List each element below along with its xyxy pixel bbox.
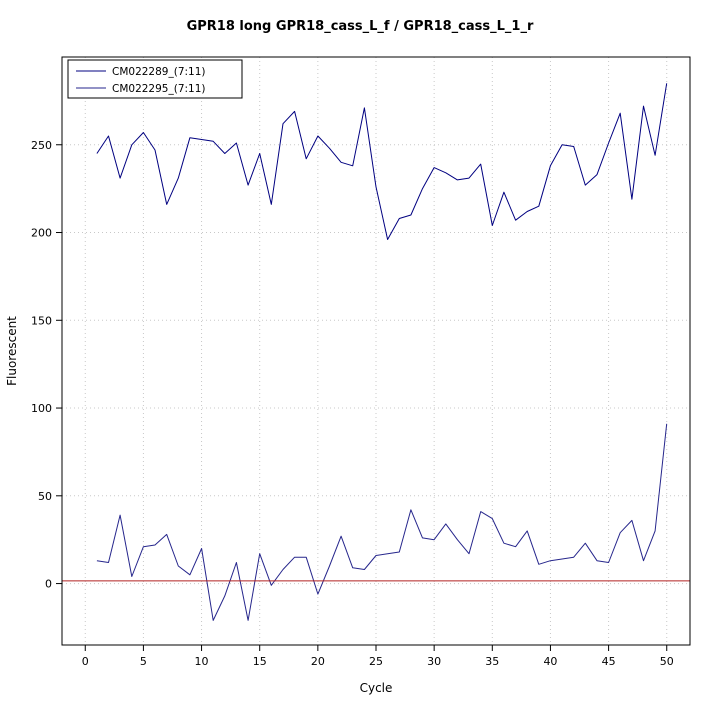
y-tick-label: 200 [31, 227, 52, 240]
x-tick-label: 10 [195, 655, 209, 668]
legend: CM022289_(7:11) CM022295_(7:11) [67, 59, 243, 99]
legend-box [67, 59, 243, 99]
x-tick-label: 5 [140, 655, 147, 668]
x-tick-label: 50 [660, 655, 674, 668]
series-line-2 [96, 423, 668, 621]
y-axis-label: Fluorescent [5, 316, 19, 386]
x-tick-label: 40 [543, 655, 557, 668]
x-tick-label: 30 [427, 655, 441, 668]
x-axis-label: Cycle [360, 681, 393, 695]
x-tick-label: 45 [602, 655, 616, 668]
gridlines [62, 57, 690, 645]
x-tick-label: 20 [311, 655, 325, 668]
series-line-1 [96, 83, 668, 240]
y-tick-label: 250 [31, 139, 52, 152]
x-tick-label: 0 [82, 655, 89, 668]
x-tick-label: 15 [253, 655, 267, 668]
data-series-lines [96, 83, 668, 621]
y-tick-label: 150 [31, 314, 52, 327]
legend-entry-2: CM022295_(7:11) [112, 83, 206, 95]
x-tick-label: 25 [369, 655, 383, 668]
legend-entry-1: CM022289_(7:11) [112, 66, 206, 78]
y-tick-label: 50 [38, 490, 52, 503]
axis-ticks: 0 5 10 15 20 25 30 35 40 45 50 0 50 100 150 200 250 [31, 139, 674, 668]
plot-border [61, 56, 691, 646]
y-tick-label: 100 [31, 402, 52, 415]
x-tick-label: 35 [485, 655, 499, 668]
chart-title: GPR18 long GPR18_cass_L_f / GPR18_cass_L… [187, 19, 534, 34]
y-tick-label: 0 [45, 578, 52, 591]
